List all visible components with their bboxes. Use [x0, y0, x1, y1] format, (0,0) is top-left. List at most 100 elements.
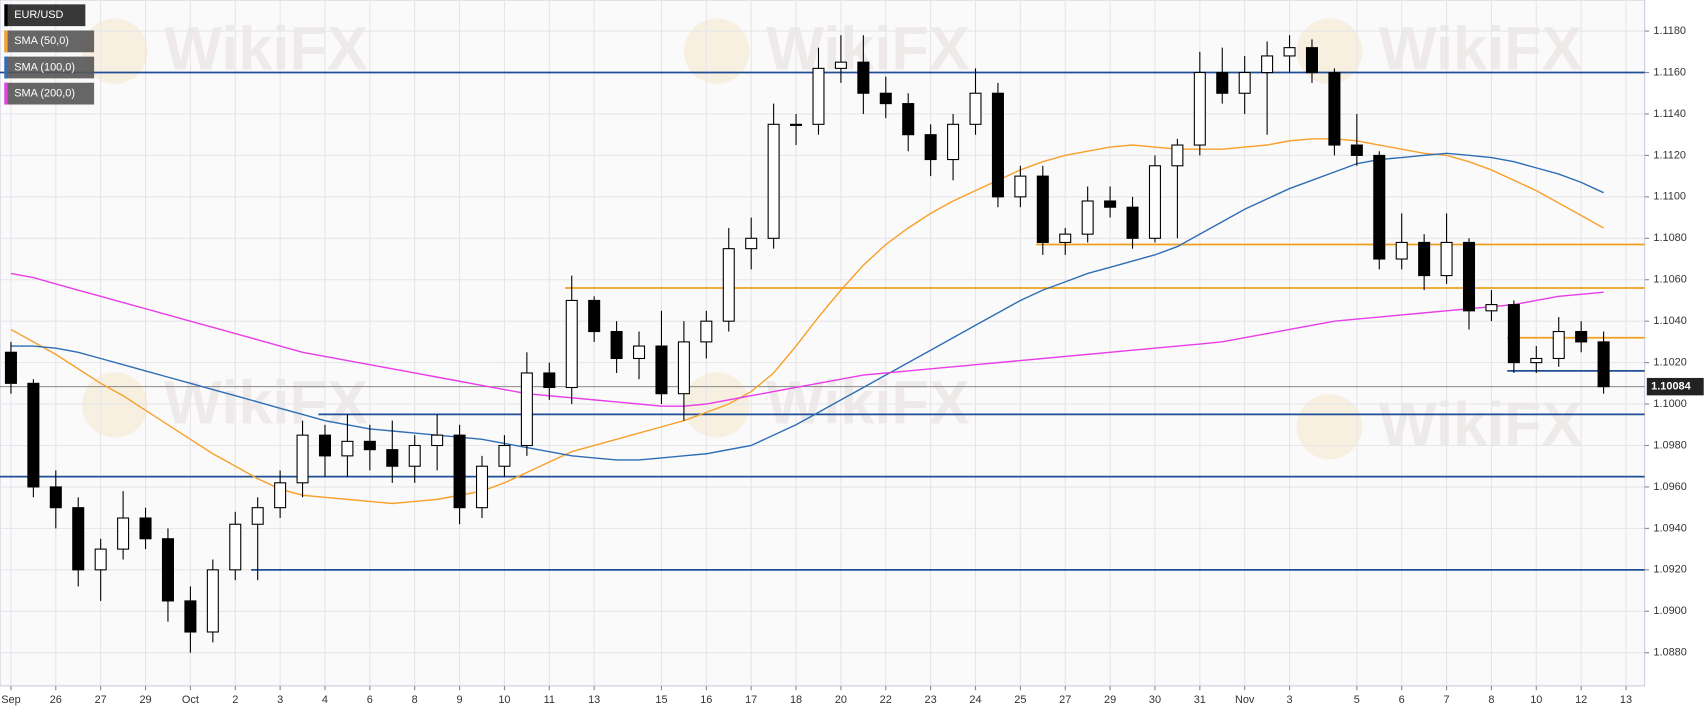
- candle-body: [363, 440, 376, 451]
- candle-body: [1216, 71, 1229, 94]
- x-tick-label: 12: [1575, 694, 1587, 706]
- x-tick-label: 3: [1287, 694, 1293, 706]
- candle-body: [1350, 144, 1363, 156]
- candle-body: [543, 372, 556, 389]
- candle-body: [1283, 47, 1296, 57]
- candle-body: [655, 345, 668, 395]
- candle-body: [1440, 241, 1453, 277]
- y-tick-label: 1.1040: [1653, 315, 1686, 327]
- x-tick-label: 6: [1399, 694, 1405, 706]
- x-tick-label: 17: [745, 694, 757, 706]
- x-tick-label: Sep: [1, 694, 20, 706]
- x-tick-label: 26: [50, 694, 62, 706]
- x-tick-label: 27: [95, 694, 107, 706]
- candle-body: [229, 523, 242, 571]
- candle-body: [1530, 357, 1543, 364]
- candle-body: [902, 103, 915, 136]
- candle-body: [1597, 341, 1610, 388]
- candle-body: [924, 134, 937, 161]
- candle-body: [1238, 71, 1251, 94]
- x-tick-label: 22: [880, 694, 892, 706]
- candle-body: [1126, 206, 1139, 239]
- y-tick-label: 1.1160: [1653, 66, 1686, 78]
- candle-body: [677, 341, 690, 395]
- last-price-box: [1646, 377, 1704, 396]
- candle-body: [408, 444, 421, 467]
- candle-body: [49, 486, 62, 509]
- x-tick-label: 4: [322, 694, 328, 706]
- candle-body: [251, 507, 264, 525]
- candle-body: [206, 569, 219, 633]
- watermark: WikiFX: [164, 368, 368, 436]
- candle-body: [318, 434, 332, 457]
- last-price-label: 1.10084: [1651, 381, 1691, 393]
- x-tick-label: Oct: [182, 694, 199, 706]
- watermark: WikiFX: [766, 368, 970, 436]
- x-tick-label: 29: [1104, 694, 1116, 706]
- candle-body: [27, 382, 40, 488]
- candle-body: [4, 351, 17, 384]
- x-tick-label: 18: [790, 694, 802, 706]
- candle-body: [588, 299, 601, 333]
- watermark: WikiFX: [164, 15, 368, 83]
- candle-body: [1193, 71, 1206, 146]
- legend-label: SMA (100,0): [14, 61, 75, 73]
- candle-body: [1305, 47, 1319, 74]
- x-tick-label: 8: [1488, 694, 1494, 706]
- y-tick-label: 1.1000: [1653, 398, 1686, 410]
- candle-body: [341, 440, 354, 457]
- candle-body: [1462, 241, 1476, 312]
- candle-body: [610, 330, 623, 360]
- y-tick-label: 1.0880: [1653, 647, 1686, 659]
- candle-body: [1036, 175, 1049, 243]
- candle-body: [431, 434, 444, 447]
- x-tick-label: Nov: [1235, 694, 1255, 706]
- candle-body: [475, 465, 489, 509]
- y-tick-label: 1.0900: [1653, 605, 1686, 617]
- candle-body: [1395, 241, 1408, 260]
- x-tick-label: 10: [1530, 694, 1542, 706]
- x-tick-label: 16: [700, 694, 712, 706]
- x-tick-label: 15: [655, 694, 667, 706]
- x-tick-label: 2: [232, 694, 238, 706]
- candle-body: [1575, 330, 1588, 343]
- legend-box: [4, 82, 95, 105]
- candle-body: [453, 434, 466, 509]
- candle-body: [879, 92, 892, 105]
- candle-body: [834, 61, 847, 69]
- candle-body: [72, 507, 85, 571]
- y-tick-label: 1.1180: [1653, 25, 1686, 37]
- sma-line: [10, 272, 1604, 407]
- candles: [4, 35, 1610, 653]
- y-tick-label: 1.0920: [1653, 564, 1686, 576]
- legend: EUR/USD SMA (50,0) SMA (100,0) SMA (200,0): [4, 4, 95, 105]
- candle-body: [1081, 200, 1094, 235]
- x-tick-label: 27: [1059, 694, 1071, 706]
- watermark-logo: [683, 18, 750, 84]
- candle-body: [1485, 304, 1498, 312]
- candle-body: [1014, 175, 1027, 198]
- y-tick-label: 1.0940: [1653, 522, 1686, 534]
- y-tick-label: 1.1080: [1653, 232, 1686, 244]
- legend-swatch: [4, 56, 8, 79]
- x-tick-label: 29: [139, 694, 151, 706]
- y-tick-label: 1.1060: [1653, 274, 1686, 286]
- x-tick-label: 24: [969, 694, 981, 706]
- x-tick-label: 10: [498, 694, 510, 706]
- candle-body: [1418, 241, 1431, 277]
- sma-line: [10, 152, 1604, 461]
- x-tick-label: 31: [1194, 694, 1206, 706]
- legend-box: [4, 30, 95, 53]
- watermark: WikiFX: [1379, 15, 1583, 83]
- candle-body: [117, 517, 130, 550]
- x-tick-label: 5: [1354, 694, 1360, 706]
- candle-body: [565, 299, 578, 389]
- legend-label: SMA (200,0): [14, 88, 75, 100]
- y-tick-label: 1.1100: [1653, 191, 1686, 203]
- watermark: WikiFX: [1379, 390, 1583, 458]
- candle-body: [1104, 200, 1117, 208]
- x-tick-label: 13: [588, 694, 600, 706]
- candle-body: [520, 372, 533, 447]
